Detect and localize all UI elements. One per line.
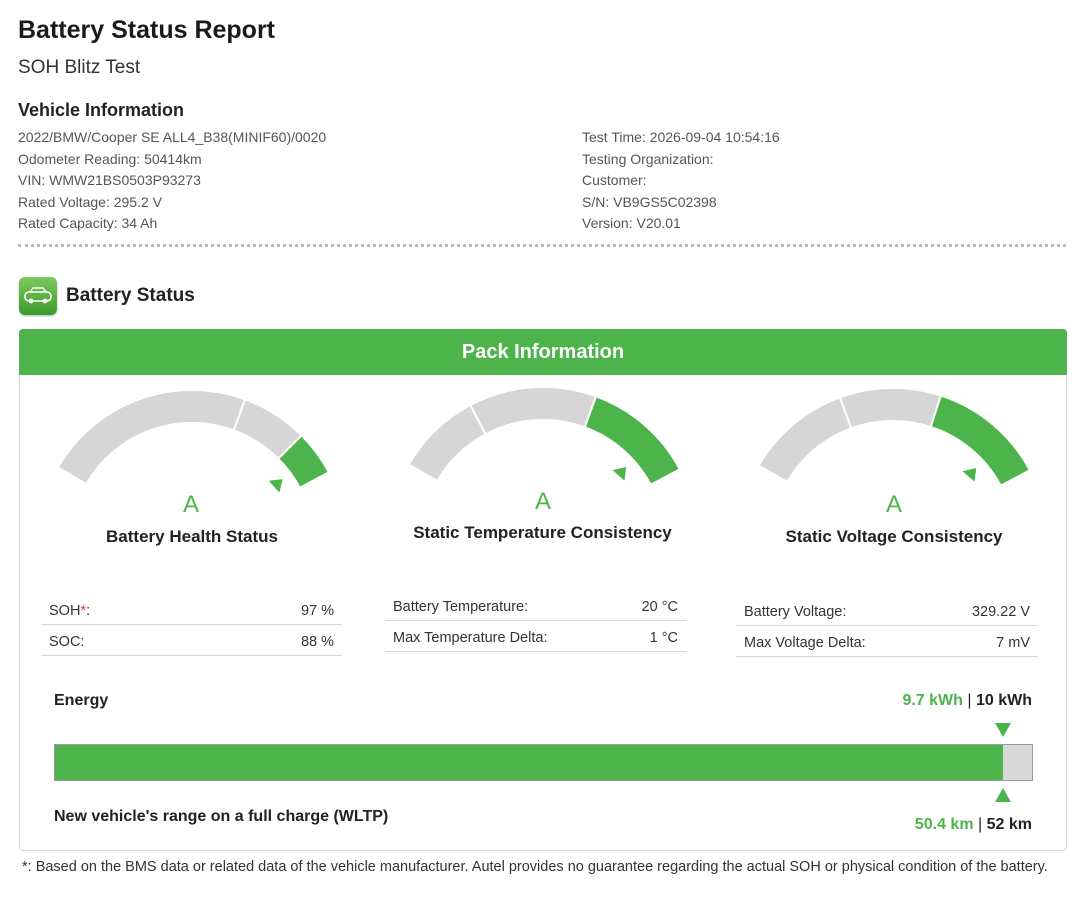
battery-car-icon [19,277,57,315]
gauge-segment [838,387,943,430]
gauge-pointer-icon [612,467,627,481]
temperature-consistency-gauge [407,386,682,487]
range-label: New vehicle's range on a full charge (WL… [54,808,389,825]
rated-capacity: Rated Capacity: 34 Ah [18,215,158,231]
gauge-pointer-icon [962,468,977,482]
soh-label: SOH*: [49,603,91,619]
serial-number: S/N: VB9GS5C02398 [582,193,717,210]
gauge-segment [276,433,331,490]
gauge-segment [56,389,247,486]
energy-bar-fill [55,745,1003,780]
max-temperature-delta-value: 1 °C [649,630,678,646]
range-total: 52 km [986,816,1032,833]
section-divider [18,244,1066,247]
footnote: *: Based on the BMS data or related data… [22,859,1048,875]
software-version: Version: V20.01 [582,215,681,231]
battery-health-gauge [56,389,331,493]
battery-voltage-value: 329.22 V [971,604,1030,620]
health-table: SOH*: 97 % SOC: 88 % [41,594,342,656]
energy-label: Energy [54,692,109,709]
temperature-consistency-label: Static Temperature Consistency [413,523,672,542]
max-temperature-delta-row: Max Temperature Delta: 1 °C [385,621,686,652]
report-title: Battery Status Report [18,16,275,44]
battery-health-grade: A [182,491,199,518]
max-voltage-delta-value: 7 mV [996,635,1030,651]
range-current: 50.4 km [914,816,974,833]
energy-value: 9.7 kWh | 10 kWh [902,692,1032,710]
gauge-pointer-icon [268,479,283,493]
soh-value: 97 % [300,603,334,619]
gauge-segment [407,403,488,483]
energy-marker-icon [994,723,1011,737]
max-temperature-delta-label: Max Temperature Delta: [393,630,548,646]
voltage-consistency-label: Static Voltage Consistency [785,527,1003,546]
vehicle-info-right: Test Time: 2026-09-04 10:54:16 Testing O… [582,127,780,235]
gauge-segment [757,396,853,484]
range-value: 50.4 km | 52 km [915,816,1032,834]
soc-value: 88 % [300,634,334,650]
battery-status-heading: Battery Status [66,285,195,306]
gauge-segment [929,394,1032,488]
testing-organization: Testing Organization: [582,150,714,167]
voltage-consistency-gauge [757,387,1032,488]
battery-temperature-row: Battery Temperature: 20 °C [385,590,686,621]
energy-bar [54,744,1033,781]
vehicle-info-left: 2022/BMW/Cooper SE ALL4_B38(MINIF60)/002… [18,127,326,235]
report-subtitle: SOH Blitz Test [18,57,141,78]
soc-row: SOC: 88 % [41,625,342,656]
vehicle-info-heading: Vehicle Information [18,100,185,120]
gauge-segment [583,395,682,487]
voltage-consistency-grade: A [885,491,902,518]
battery-voltage-row: Battery Voltage: 329.22 V [736,595,1038,626]
voltage-table: Battery Voltage: 329.22 V Max Voltage De… [736,595,1038,657]
energy-separator: | [967,692,972,709]
battery-health-label: Battery Health Status [106,527,278,546]
gauge-segment [468,386,598,436]
vehicle-model: 2022/BMW/Cooper SE ALL4_B38(MINIF60)/002… [18,129,327,145]
pack-information-header: Pack Information [19,329,1067,375]
vin: VIN: WMW21BS0503P93273 [18,172,201,188]
range-marker-icon [994,788,1011,802]
soh-row: SOH*: 97 % [41,594,342,625]
energy-total: 10 kWh [975,692,1032,709]
max-voltage-delta-label: Max Voltage Delta: [744,635,866,651]
test-time: Test Time: 2026-09-04 10:54:16 [582,129,780,145]
temperature-table: Battery Temperature: 20 °C Max Temperatu… [385,590,686,652]
battery-temperature-value: 20 °C [641,599,678,615]
battery-voltage-label: Battery Voltage: [744,604,847,620]
max-voltage-delta-row: Max Voltage Delta: 7 mV [736,626,1038,657]
odometer-reading: Odometer Reading: 50414km [18,150,202,167]
energy-current: 9.7 kWh [902,692,963,709]
temperature-consistency-grade: A [534,488,551,515]
battery-temperature-label: Battery Temperature: [393,599,529,615]
soc-label: SOC: [49,634,85,650]
customer: Customer: [582,172,647,188]
range-separator: | [978,816,983,833]
rated-voltage: Rated Voltage: 295.2 V [18,193,162,210]
